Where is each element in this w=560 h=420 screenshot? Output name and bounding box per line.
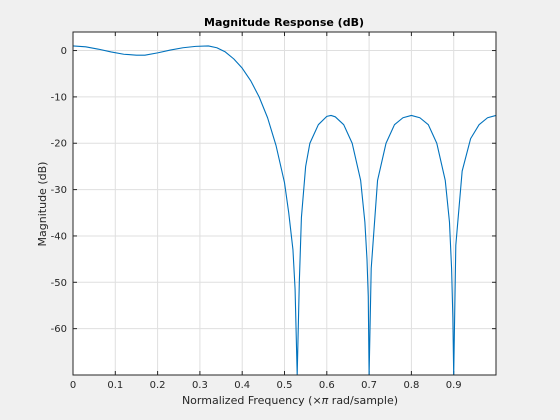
y-tick-labels: 0 -10 -20 -30 -40 -50 -60: [51, 46, 67, 335]
x-tick-label: 0.4: [234, 380, 250, 391]
x-axis-label: Normalized Frequency (×π rad/sample): [182, 394, 398, 407]
x-tick-label: 0.8: [403, 380, 419, 391]
x-tick-label: 0.9: [446, 380, 462, 391]
y-tick-label: -50: [51, 278, 67, 289]
x-axis-label-pi: π: [322, 394, 329, 407]
axes-box: [72, 31, 497, 376]
x-tick-label: 0.6: [319, 380, 335, 391]
magnitude-response-line: [72, 45, 497, 376]
y-tick-label: -60: [51, 324, 67, 335]
chart-title: Magnitude Response (dB): [204, 16, 364, 29]
y-axis-label: Magnitude (dB): [36, 162, 49, 247]
y-tick-label: -20: [51, 139, 67, 150]
y-tick-label: -30: [51, 185, 67, 196]
grid-lines: [72, 32, 496, 375]
x-axis-label-suffix: rad/sample): [328, 394, 398, 407]
x-tick-label: 0.1: [107, 380, 123, 391]
x-tick-label: 0.3: [192, 380, 208, 391]
x-tick-label: 0: [70, 380, 76, 391]
y-tick-label: -40: [51, 231, 67, 242]
x-tick-label: 0.5: [277, 380, 293, 391]
y-tick-label: 0: [61, 46, 67, 57]
series-group: [72, 45, 497, 376]
x-tick-label: 0.2: [150, 380, 166, 391]
x-axis-label-prefix: Normalized Frequency (×: [182, 394, 322, 407]
x-tick-label: 0.7: [361, 380, 377, 391]
x-tick-labels: 0 0.1 0.2 0.3 0.4 0.5 0.6 0.7 0.8 0.9: [70, 380, 462, 391]
y-tick-label: -10: [51, 92, 67, 103]
